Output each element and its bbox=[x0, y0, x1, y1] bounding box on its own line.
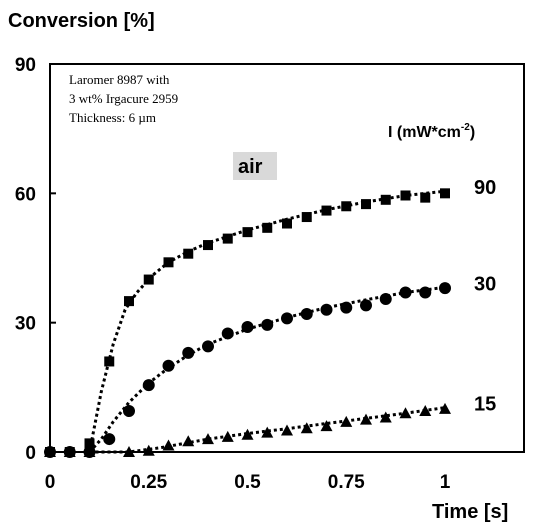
series-labels: 90 30 15 bbox=[474, 177, 496, 415]
intensity-superscript: -2 bbox=[461, 122, 470, 133]
triangle-marker bbox=[320, 420, 333, 432]
x-axis-title: Time [s] bbox=[432, 501, 508, 523]
circle-marker bbox=[162, 359, 175, 372]
square-marker bbox=[104, 356, 115, 367]
air-label: air bbox=[238, 156, 263, 178]
square-marker bbox=[143, 274, 154, 285]
intensity-close: ) bbox=[470, 124, 475, 141]
annotation-box: Laromer 8987 with 3 wt% Irgacure 2959 Th… bbox=[69, 72, 178, 125]
triangle-marker bbox=[261, 426, 274, 438]
triangle-marker bbox=[123, 446, 135, 457]
y-tick-label: 60 bbox=[15, 184, 36, 205]
data-markers bbox=[44, 188, 451, 458]
circle-marker bbox=[399, 286, 412, 299]
plot-frame bbox=[49, 63, 525, 453]
circle-marker bbox=[241, 320, 254, 333]
circle-marker bbox=[182, 346, 195, 359]
triangle-marker bbox=[360, 413, 372, 425]
x-tick-label: 1 bbox=[440, 472, 451, 493]
circle-marker bbox=[123, 405, 135, 418]
square-marker bbox=[361, 199, 371, 210]
triangle-marker bbox=[63, 446, 76, 457]
triangle-marker bbox=[399, 407, 412, 419]
triangle-marker bbox=[142, 444, 155, 456]
triangle-marker bbox=[241, 428, 254, 440]
y-axis-title: Conversion [%] bbox=[8, 10, 155, 32]
circle-marker bbox=[320, 303, 333, 316]
x-tick-label: 0 bbox=[45, 472, 56, 493]
triangle-marker bbox=[439, 402, 451, 414]
triangle-marker bbox=[83, 446, 96, 457]
x-tick-label: 0.25 bbox=[130, 472, 167, 493]
triangle-marker bbox=[281, 424, 293, 436]
circle-marker bbox=[360, 299, 372, 312]
triangle-marker bbox=[182, 435, 195, 447]
y-ticks: 0 30 60 90 bbox=[15, 55, 56, 464]
circle-marker bbox=[261, 318, 274, 331]
square-marker bbox=[262, 222, 273, 233]
triangle-marker bbox=[300, 422, 313, 434]
series-label-90: 90 bbox=[474, 177, 496, 199]
y-tick-label: 0 bbox=[25, 443, 36, 464]
square-marker bbox=[400, 190, 411, 201]
triangle-marker bbox=[340, 415, 353, 427]
x-ticks: 0 0.25 0.5 0.75 1 bbox=[45, 472, 451, 493]
square-marker bbox=[420, 192, 431, 203]
triangle-marker bbox=[162, 439, 175, 451]
series-label-30: 30 bbox=[474, 273, 496, 295]
triangle-marker bbox=[419, 405, 432, 417]
circle-marker bbox=[419, 286, 432, 299]
circle-marker bbox=[379, 292, 392, 305]
circle-marker bbox=[202, 340, 214, 353]
annotation-line-3: Thickness: 6 µm bbox=[69, 110, 156, 125]
triangle-marker bbox=[44, 446, 56, 457]
series-label-15: 15 bbox=[474, 394, 496, 416]
square-marker bbox=[341, 201, 352, 212]
triangle-marker bbox=[202, 433, 214, 445]
circle-marker bbox=[281, 312, 293, 325]
y-tick-label: 90 bbox=[15, 55, 36, 76]
annotation-line-2: 3 wt% Irgacure 2959 bbox=[69, 91, 178, 106]
circle-marker bbox=[142, 379, 155, 392]
fit-line-30 bbox=[88, 285, 446, 454]
triangle-marker bbox=[379, 411, 392, 423]
fit-line-15 bbox=[89, 406, 446, 454]
circle-marker bbox=[340, 301, 353, 314]
triangle-marker bbox=[221, 430, 234, 442]
x-tick-label: 0.5 bbox=[234, 472, 261, 493]
circle-marker bbox=[221, 327, 234, 340]
square-marker bbox=[222, 233, 233, 244]
circle-marker bbox=[103, 433, 116, 446]
circle-marker bbox=[439, 282, 451, 295]
square-marker bbox=[301, 212, 312, 223]
square-marker bbox=[440, 188, 450, 199]
intensity-label-text: I (mW*cm bbox=[388, 124, 461, 141]
y-tick-label: 30 bbox=[15, 314, 36, 335]
air-label-background bbox=[233, 152, 277, 180]
square-marker bbox=[242, 227, 253, 238]
square-marker bbox=[84, 438, 95, 449]
x-tick-label: 0.75 bbox=[328, 472, 365, 493]
square-marker bbox=[282, 218, 292, 229]
square-marker bbox=[183, 248, 194, 259]
square-marker bbox=[124, 296, 134, 307]
circle-marker bbox=[300, 308, 313, 321]
intensity-label: I (mW*cm-2) bbox=[388, 122, 475, 141]
square-marker bbox=[321, 205, 332, 216]
square-marker bbox=[380, 194, 391, 205]
annotation-line-1: Laromer 8987 with bbox=[69, 72, 170, 87]
square-marker bbox=[203, 240, 213, 251]
square-marker bbox=[163, 257, 174, 268]
